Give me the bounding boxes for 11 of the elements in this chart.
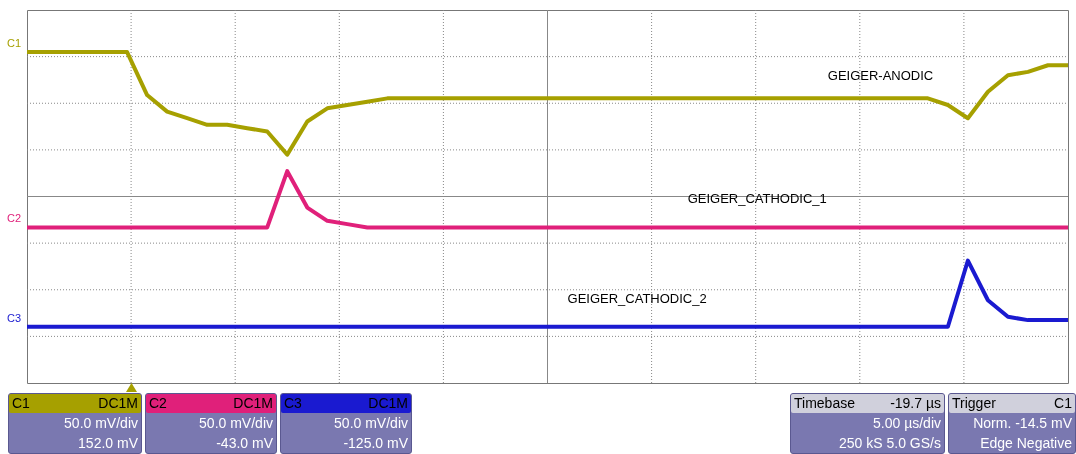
text: C3 DC1M 50.0 mV/div -125.0 mV — [284, 395, 408, 451]
text: C2 DC1M 50.0 mV/div -43.0 mV — [149, 395, 273, 451]
text: Timebase -19.7 µs 5.00 µs/div 250 kS 5.0 GS/s — [794, 395, 941, 451]
text: C2 — [6, 212, 21, 225]
series-label: GEIGER_CATHODIC_2 — [567, 290, 707, 306]
text: C1 — [6, 37, 21, 50]
text: C3 — [6, 311, 21, 324]
text: Trigger C1 Norm. -14.5 mV Edge Negative — [952, 395, 1072, 451]
text: C1 DC1M 50.0 mV/div 152.0 mV — [12, 395, 138, 451]
series-label: GEIGER-ANODIC — [827, 68, 934, 84]
series-label: GEIGER_CATHODIC_1 — [687, 191, 827, 207]
